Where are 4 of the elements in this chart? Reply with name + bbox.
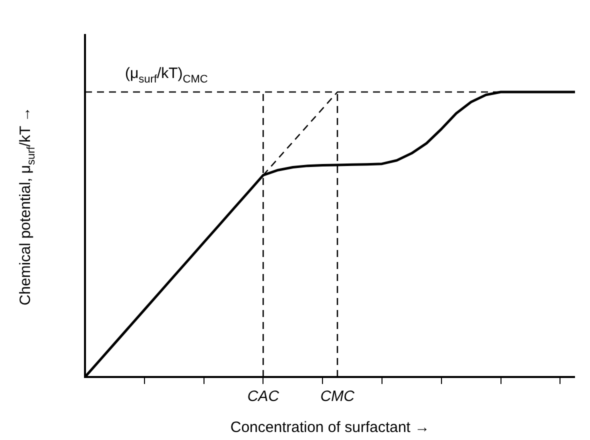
- x-tick-label: CAC: [247, 388, 280, 406]
- x-tick-label: CMC: [320, 388, 355, 406]
- y-axis-title: Chemical potential, μsurf/kT →: [17, 106, 38, 306]
- x-axis-title: Concentration of surfactant →: [230, 419, 430, 436]
